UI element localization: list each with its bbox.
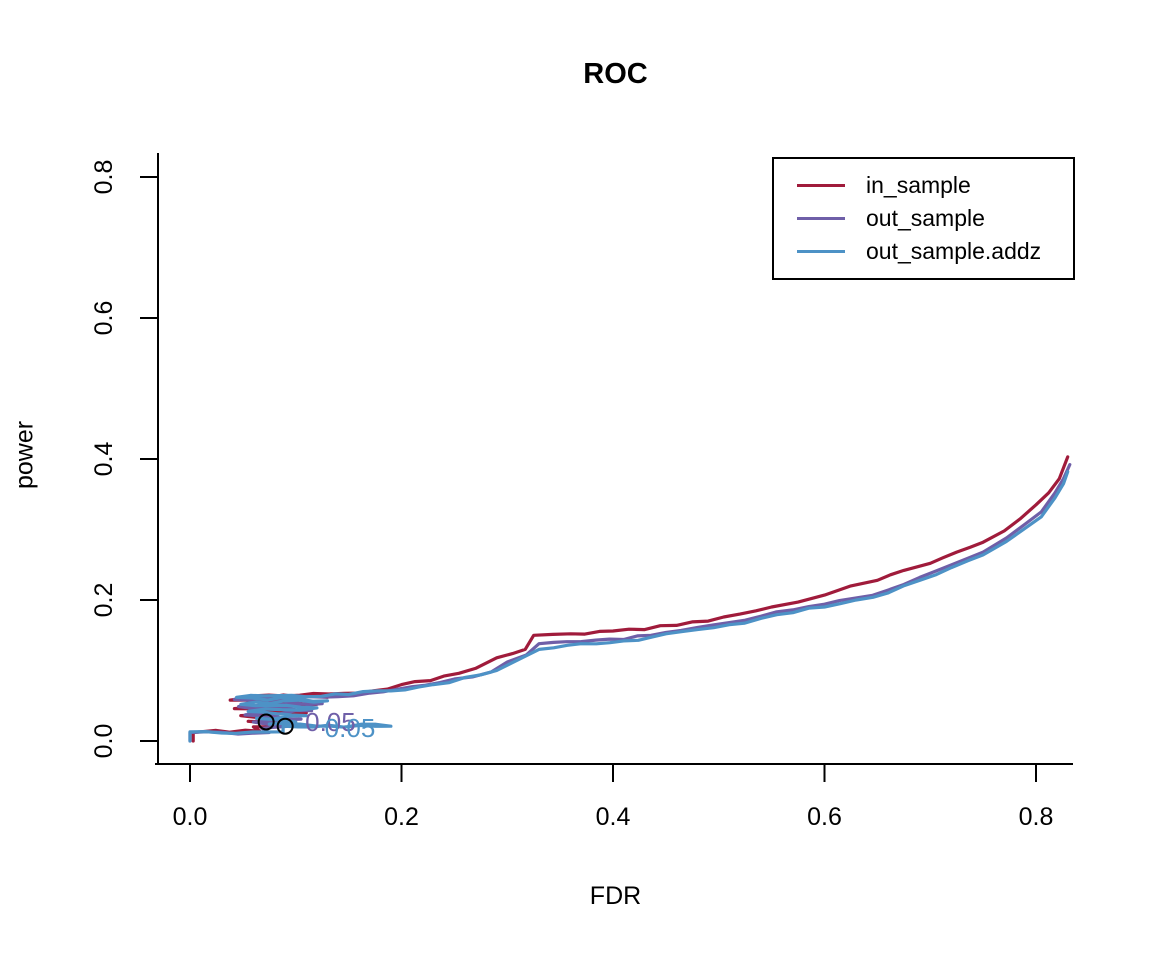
x-tick-label: 0.8	[1019, 803, 1054, 831]
y-tick-label: 0.8	[90, 160, 118, 195]
legend: in_sample out_sample out_sample.addz	[772, 157, 1075, 280]
x-tick-label: 0.4	[596, 803, 631, 831]
legend-line-sample	[797, 217, 845, 220]
legend-label: in_sample	[866, 172, 971, 198]
curve-out_sample.addz	[188, 470, 1070, 743]
y-tick-label: 0.0	[90, 724, 118, 759]
x-tick-label: 0.2	[384, 803, 419, 831]
legend-item-out_sample.addz: out_sample.addz	[774, 237, 1073, 267]
legend-label: out_sample	[866, 205, 985, 231]
threshold-marker	[276, 717, 294, 735]
y-tick-label: 0.4	[90, 442, 118, 477]
y-tick-label: 0.6	[90, 301, 118, 336]
threshold-label: 0.05	[305, 707, 356, 737]
x-tick-label: 0.6	[807, 803, 842, 831]
threshold-label: 0.05	[325, 713, 376, 743]
y-tick-label: 0.2	[90, 583, 118, 618]
page-title: ROC	[583, 58, 648, 90]
x-axis-label: FDR	[589, 882, 642, 910]
legend-line-sample	[797, 250, 845, 253]
threshold-marker	[257, 713, 275, 731]
x-tick-label: 0.0	[173, 803, 208, 831]
y-axis-label: power	[10, 420, 39, 490]
legend-line-sample	[797, 184, 845, 187]
legend-label: out_sample.addz	[866, 238, 1042, 264]
legend-item-in_sample: in_sample	[774, 171, 1073, 201]
legend-item-out_sample: out_sample	[774, 204, 1073, 234]
